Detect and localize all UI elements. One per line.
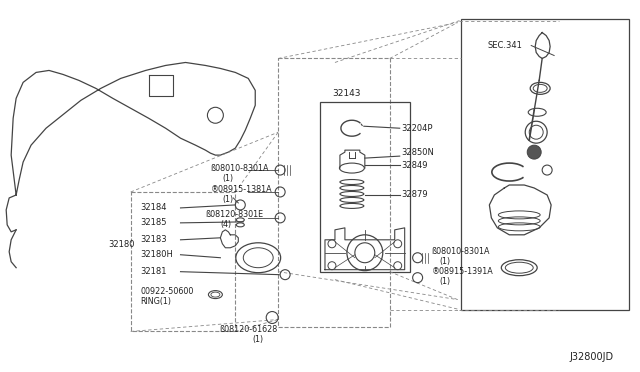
Text: 00922-50600: 00922-50600 (141, 287, 194, 296)
Text: ß08010-8301A: ß08010-8301A (431, 247, 490, 256)
Text: 32180: 32180 (109, 240, 135, 249)
Text: (1): (1) (440, 277, 451, 286)
Text: ß08120-8301E: ß08120-8301E (205, 211, 264, 219)
Bar (131, 192, 236, 331)
Text: (1): (1) (440, 257, 451, 266)
Bar (320, 102, 410, 272)
Text: 32180H: 32180H (141, 250, 173, 259)
Text: 32204P: 32204P (402, 124, 433, 133)
Text: (4): (4) (220, 220, 232, 230)
Text: RING(1): RING(1) (141, 297, 172, 306)
Text: ß08010-8301A: ß08010-8301A (211, 164, 269, 173)
Text: J32800JD: J32800JD (570, 352, 614, 362)
Circle shape (527, 145, 541, 159)
Text: SEC.341: SEC.341 (488, 41, 522, 50)
Text: 32849: 32849 (402, 161, 428, 170)
Text: 32181: 32181 (141, 267, 167, 276)
Text: 32879: 32879 (402, 190, 428, 199)
Bar (278, 58, 390, 327)
Text: 32185: 32185 (141, 218, 167, 227)
Text: ®08915-1381A: ®08915-1381A (211, 186, 272, 195)
Bar (461, 19, 629, 310)
Text: (1): (1) (222, 173, 234, 183)
Text: ®08915-1391A: ®08915-1391A (431, 267, 493, 276)
Text: 32850N: 32850N (402, 148, 435, 157)
Text: 32183: 32183 (141, 235, 167, 244)
Text: (1): (1) (253, 335, 264, 344)
Text: 32143: 32143 (332, 89, 360, 98)
Text: ß08120-61628: ß08120-61628 (219, 325, 277, 334)
Text: (1): (1) (222, 195, 234, 205)
Text: 32184: 32184 (141, 203, 167, 212)
